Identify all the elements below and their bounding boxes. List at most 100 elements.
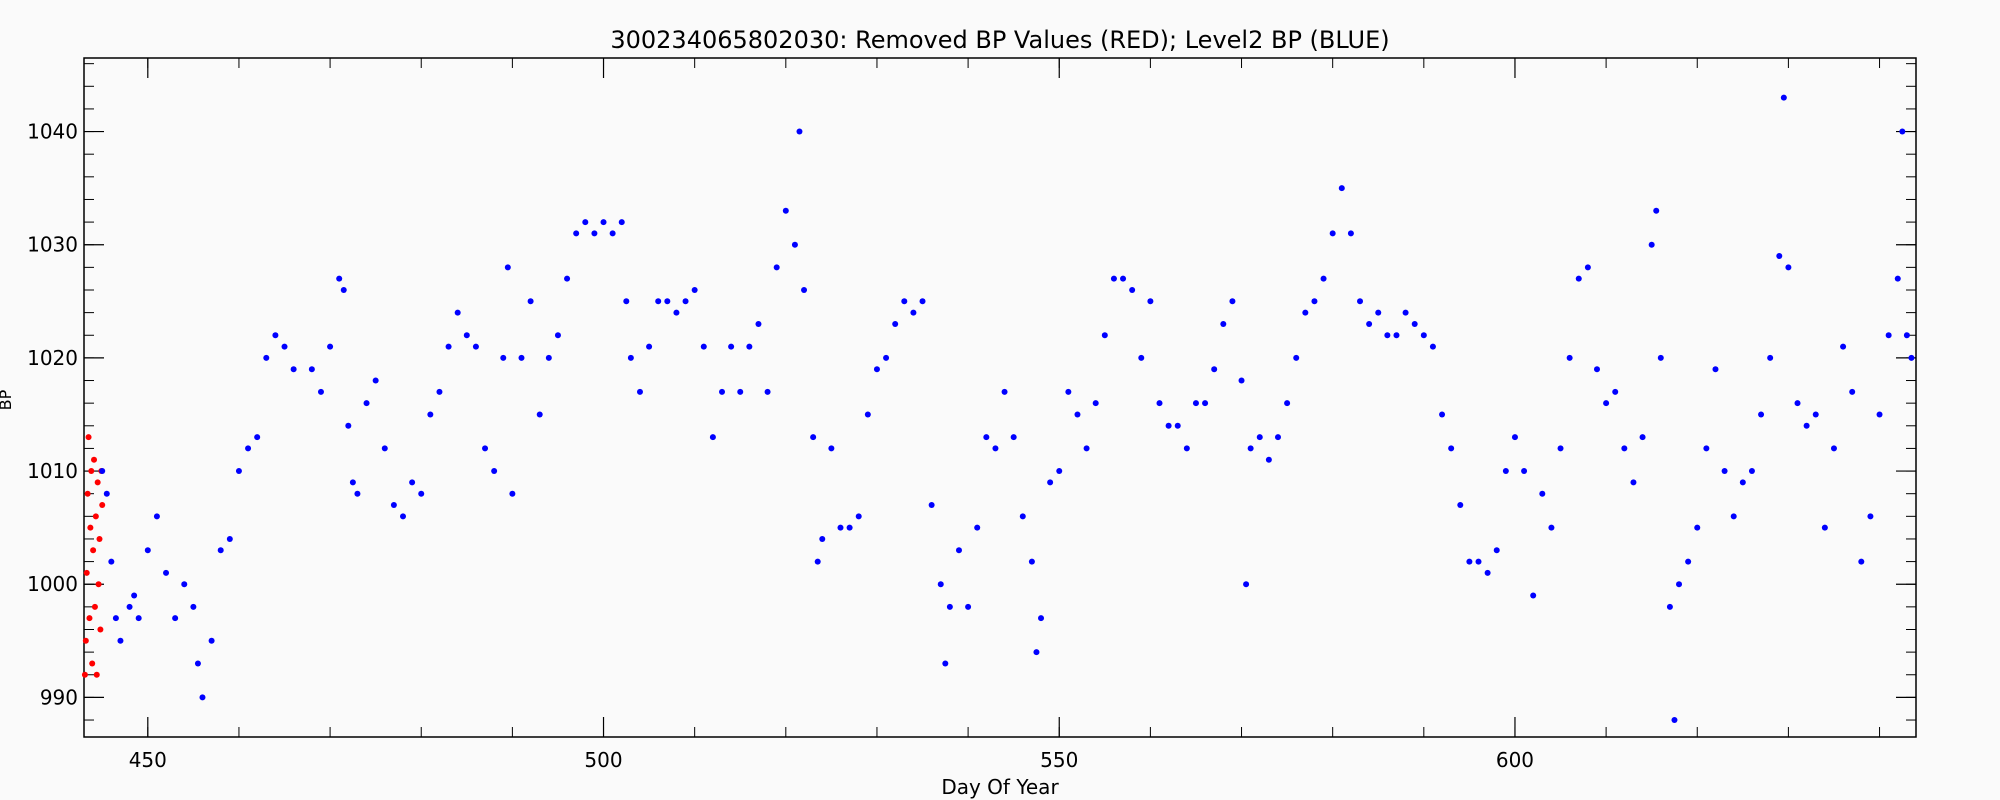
data-point — [810, 434, 817, 441]
data-point — [82, 637, 89, 644]
chart-title: 300234065802030: Removed BP Values (RED)… — [610, 26, 1389, 54]
data-point — [928, 502, 935, 509]
data-point — [573, 230, 580, 237]
data-point — [527, 298, 534, 305]
data-point — [93, 671, 100, 678]
data-point — [600, 219, 607, 226]
data-point — [1557, 445, 1564, 452]
data-point — [92, 513, 99, 520]
data-point — [91, 456, 98, 463]
data-point — [1666, 603, 1673, 610]
data-point — [1129, 286, 1136, 293]
x-tick-label: 550 — [1040, 748, 1078, 772]
data-point — [1867, 513, 1874, 520]
data-point — [99, 468, 106, 475]
data-point — [1612, 388, 1619, 395]
data-point — [181, 581, 188, 588]
data-point — [1648, 241, 1655, 248]
data-point — [1019, 513, 1026, 520]
data-point — [354, 490, 361, 497]
data-point — [1821, 524, 1828, 531]
data-point — [1685, 558, 1692, 565]
data-point — [235, 468, 242, 475]
data-point — [226, 535, 233, 542]
data-point — [1840, 343, 1847, 350]
data-point — [112, 615, 119, 622]
data-point — [618, 219, 625, 226]
data-point — [290, 366, 297, 373]
data-point — [1274, 434, 1281, 441]
data-point — [1539, 490, 1546, 497]
data-point — [636, 388, 643, 395]
x-tick-label: 450 — [129, 748, 167, 772]
x-tick-label: 600 — [1496, 748, 1534, 772]
data-point — [1876, 411, 1883, 418]
data-point — [88, 468, 95, 475]
data-point — [855, 513, 862, 520]
data-point — [94, 479, 101, 486]
data-point — [1366, 320, 1373, 327]
data-point — [83, 569, 90, 576]
data-point — [194, 660, 201, 667]
data-point — [400, 513, 407, 520]
data-point — [308, 366, 315, 373]
data-point — [828, 445, 835, 452]
data-point — [363, 400, 370, 407]
data-point — [245, 445, 252, 452]
data-point — [536, 411, 543, 418]
y-axis-label: BP — [0, 389, 15, 410]
data-point — [1493, 547, 1500, 554]
data-point — [646, 343, 653, 350]
data-point — [336, 275, 343, 282]
data-point — [873, 366, 880, 373]
data-point — [623, 298, 630, 305]
data-point — [1211, 366, 1218, 373]
data-point — [427, 411, 434, 418]
data-point — [95, 581, 102, 588]
data-point — [103, 490, 110, 497]
data-point — [545, 354, 552, 361]
data-point — [91, 603, 98, 610]
data-point — [1174, 422, 1181, 429]
data-point — [1748, 468, 1755, 475]
data-point — [81, 671, 88, 678]
data-point — [1903, 332, 1910, 339]
axis-tick-labels: 450 500 550 600 990 1000 1010 1020 1030 1040 — [27, 120, 1534, 772]
data-point — [1475, 558, 1482, 565]
data-point — [1302, 309, 1309, 316]
data-point — [1338, 185, 1345, 192]
data-point — [992, 445, 999, 452]
data-point — [1074, 411, 1081, 418]
data-point — [89, 660, 96, 667]
data-point — [87, 524, 94, 531]
data-point — [463, 332, 470, 339]
data-point — [1712, 366, 1719, 373]
plot-border — [83, 57, 1917, 738]
data-point — [1630, 479, 1637, 486]
data-point — [372, 377, 379, 384]
data-point — [1083, 445, 1090, 452]
data-point — [664, 298, 671, 305]
data-point — [1653, 207, 1660, 214]
data-point — [1593, 366, 1600, 373]
data-point — [883, 354, 890, 361]
data-point — [910, 309, 917, 316]
data-point — [482, 445, 489, 452]
data-point — [1329, 230, 1336, 237]
data-point — [96, 535, 103, 542]
data-point — [1384, 332, 1391, 339]
data-point — [281, 343, 288, 350]
data-point — [263, 354, 270, 361]
data-point — [504, 264, 511, 271]
data-point — [97, 626, 104, 633]
data-point — [163, 569, 170, 576]
data-point — [801, 286, 808, 293]
data-point — [1202, 400, 1209, 407]
data-point — [1357, 298, 1364, 305]
data-point — [1511, 434, 1518, 441]
data-point — [673, 309, 680, 316]
data-point — [782, 207, 789, 214]
data-point — [1429, 343, 1436, 350]
data-point — [1849, 388, 1856, 395]
data-point — [327, 343, 334, 350]
